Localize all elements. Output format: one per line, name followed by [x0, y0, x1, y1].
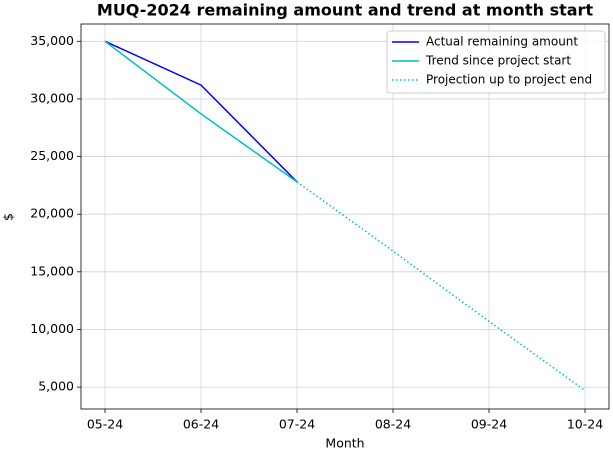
legend-label: Actual remaining amount: [426, 35, 578, 49]
y-tick-label: 10,000: [30, 321, 74, 336]
y-tick-label: 25,000: [30, 148, 74, 163]
y-tick-label: 20,000: [30, 206, 74, 221]
line-series: [104, 40, 298, 183]
y-axis-label: $: [1, 213, 16, 221]
chart-title: MUQ-2024 remaining amount and trend at m…: [97, 1, 594, 20]
plot-frame: [80, 23, 610, 410]
legend-label: Projection up to project end: [426, 73, 592, 87]
legend-box: [386, 30, 606, 94]
line-series: [104, 40, 298, 183]
legend-label: Trend since project start: [425, 54, 571, 68]
x-tick-label: 06-24: [183, 417, 219, 432]
y-tick-label: 35,000: [30, 33, 74, 48]
x-tick-label: 08-24: [375, 417, 411, 432]
x-tick-label: 05-24: [87, 417, 123, 432]
y-tick-label: 5,000: [38, 379, 74, 394]
x-tick-label: 09-24: [471, 417, 507, 432]
y-tick-label: 30,000: [30, 90, 74, 105]
x-tick-label: 10-24: [567, 417, 603, 432]
x-axis-label: Month: [325, 436, 364, 451]
line-series: [296, 181, 586, 392]
x-tick-label: 07-24: [279, 417, 315, 432]
y-tick-label: 15,000: [30, 263, 74, 278]
